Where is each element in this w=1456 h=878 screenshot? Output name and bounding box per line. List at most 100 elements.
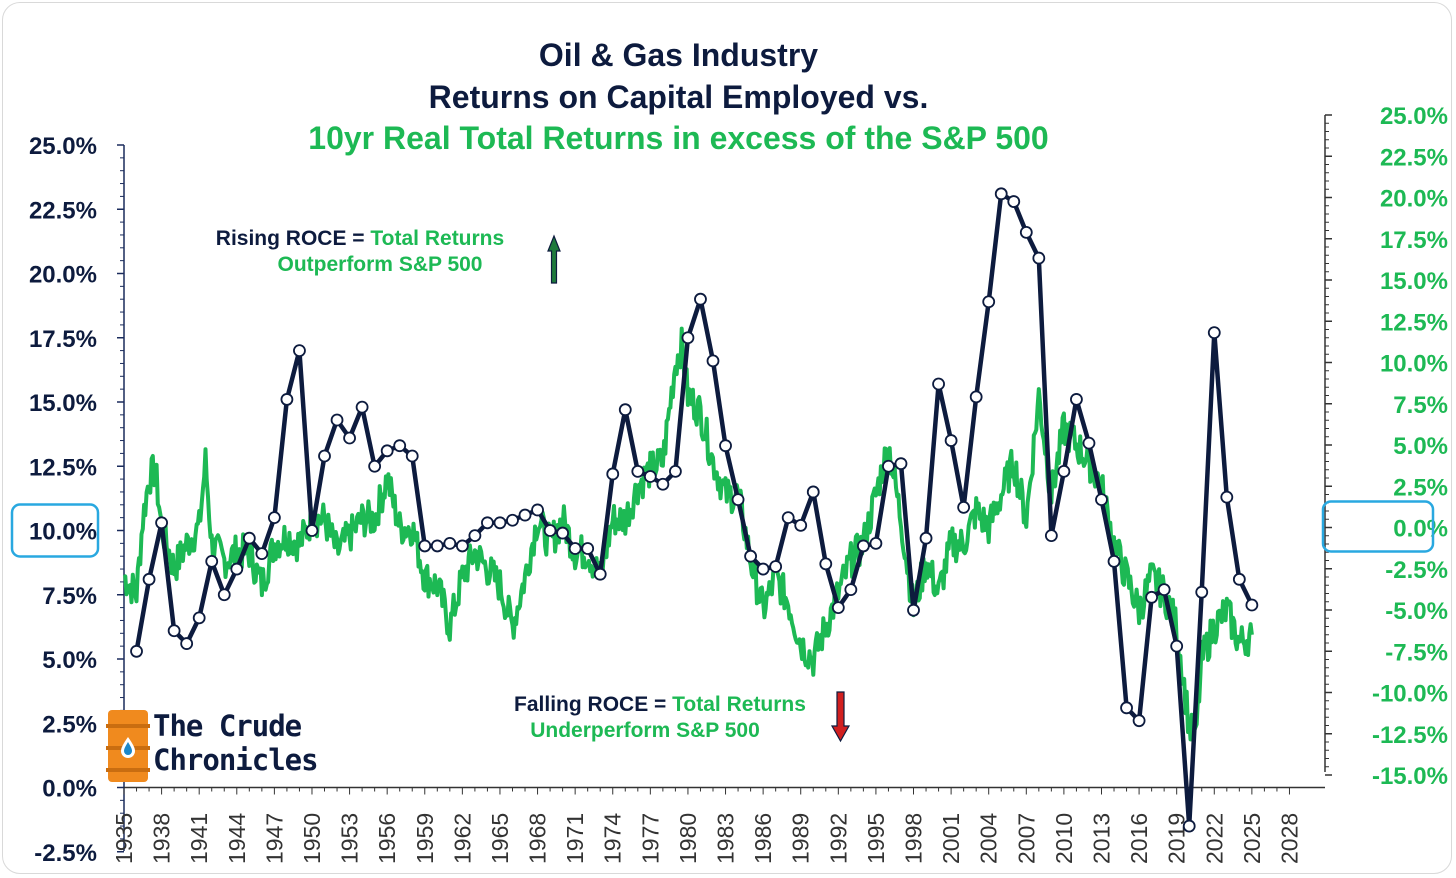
roce-series-group	[130, 187, 1259, 833]
roce-point	[1095, 493, 1108, 507]
chart-title-line3: 10yr Real Total Returns in excess of the…	[308, 120, 1049, 156]
left-highlight-box	[10, 503, 100, 558]
barrel-ring	[106, 768, 150, 772]
right-tick-label: 7.5%	[1393, 392, 1448, 419]
roce-point	[606, 467, 620, 481]
roce-point	[794, 518, 808, 532]
roce-point	[694, 292, 707, 306]
roce-point	[1232, 572, 1246, 586]
axes-group: -2.5% 0.0% 2.5% 5.0% 7.5% 10.0% 12.5% 15.0% 17.5…	[10, 103, 1448, 867]
roce-point	[669, 464, 682, 478]
down-arrow-icon	[830, 691, 851, 743]
roce-point	[305, 524, 319, 537]
x-tick-label: 2001	[938, 813, 964, 864]
logo-line1: The Crude	[153, 709, 302, 743]
roce-line	[134, 191, 1254, 829]
roce-point	[481, 516, 494, 530]
roce-point	[1120, 701, 1133, 715]
logo-text: The Crude Chronicles	[153, 709, 319, 777]
right-tick-label: 22.5%	[1380, 144, 1448, 171]
roce-point	[543, 524, 557, 537]
right-tick-label: -10.0%	[1372, 681, 1448, 708]
roce-point	[1220, 490, 1234, 504]
roce-point	[744, 549, 757, 563]
x-tick-label: 1995	[863, 813, 889, 864]
roce-point	[531, 503, 544, 517]
rising-annotation: Rising ROCE = Total Returns Outperform S…	[150, 226, 570, 278]
roce-point	[368, 459, 382, 473]
falling-annotation: Falling ROCE = Total Returns Underperfor…	[440, 692, 880, 744]
right-tick-label: 0.0%	[1393, 516, 1448, 543]
roce-point	[130, 644, 143, 658]
right-tick-label: 25.0%	[1380, 103, 1448, 130]
barrel-ring	[106, 724, 150, 728]
right-tick-label: 5.0%	[1393, 433, 1448, 460]
x-tick-label: 1977	[637, 813, 663, 864]
roce-point	[493, 516, 507, 530]
roce-point	[882, 459, 895, 473]
x-tick-label: 1941	[186, 813, 212, 864]
roce-point	[293, 344, 306, 358]
right-tick-label: 15.0%	[1380, 268, 1448, 295]
left-tick-label: -2.5%	[34, 840, 97, 867]
x-tick-label: 2004	[976, 813, 1002, 864]
x-tick-label: 1968	[525, 813, 551, 864]
roce-point	[205, 554, 219, 568]
roce-point	[280, 393, 294, 406]
x-tick-label: 1965	[487, 813, 513, 864]
roce-point	[656, 477, 670, 491]
right-tick-label: 20.0%	[1380, 186, 1448, 213]
right-tick-label: -7.5%	[1385, 639, 1448, 666]
roce-point	[1007, 195, 1021, 208]
x-tick-label: 2016	[1126, 813, 1152, 864]
roce-point	[393, 439, 407, 453]
right-tick-label: -12.5%	[1372, 722, 1448, 749]
roce-point	[330, 413, 344, 427]
roce-point	[769, 560, 783, 573]
falling-label-green2: Underperform S&P 500	[530, 719, 760, 742]
right-highlight-box	[1321, 500, 1435, 553]
excess-return-series-group	[122, 326, 1254, 743]
roce-point	[581, 542, 595, 555]
right-tick-label: 2.5%	[1393, 474, 1448, 501]
x-tick-label: 2007	[1013, 813, 1039, 864]
roce-point	[1070, 393, 1083, 406]
roce-point	[318, 449, 331, 463]
x-tick-label: 1935	[111, 813, 137, 864]
roce-point	[1182, 819, 1196, 833]
left-tick-label: 12.5%	[29, 454, 97, 481]
x-tick-label: 1989	[788, 813, 814, 864]
x-tick-label: 2013	[1088, 813, 1114, 864]
left-tick-label: 7.5%	[42, 583, 97, 610]
roce-point	[719, 439, 732, 453]
roce-point	[1032, 251, 1046, 265]
barrel-drop-inner	[124, 742, 132, 755]
roce-point	[1132, 714, 1146, 728]
roce-point	[957, 500, 971, 514]
roce-point	[217, 588, 231, 602]
roce-point	[343, 431, 356, 445]
roce-point	[242, 531, 256, 545]
roce-point	[1019, 225, 1033, 239]
roce-point	[418, 539, 432, 553]
roce-point	[969, 390, 983, 404]
x-tick-label: 1950	[299, 813, 325, 864]
roce-point	[180, 637, 194, 650]
x-tick-label: 1938	[149, 813, 175, 864]
roce-point	[167, 624, 181, 638]
right-tick-label: -2.5%	[1385, 557, 1448, 584]
roce-point	[267, 511, 281, 525]
left-tick-label: 5.0%	[42, 647, 97, 674]
roce-point	[994, 187, 1008, 201]
roce-point	[1145, 590, 1159, 604]
roce-point	[230, 562, 244, 576]
chart-title-line2: Returns on Capital Employed vs.	[428, 79, 929, 115]
roce-point	[192, 611, 206, 625]
roce-point	[355, 400, 369, 414]
left-tick-label: 22.5%	[29, 197, 97, 224]
left-tick-label: 0.0%	[42, 776, 97, 803]
roce-point	[631, 464, 645, 478]
roce-point	[405, 449, 419, 463]
roce-point	[731, 493, 745, 507]
